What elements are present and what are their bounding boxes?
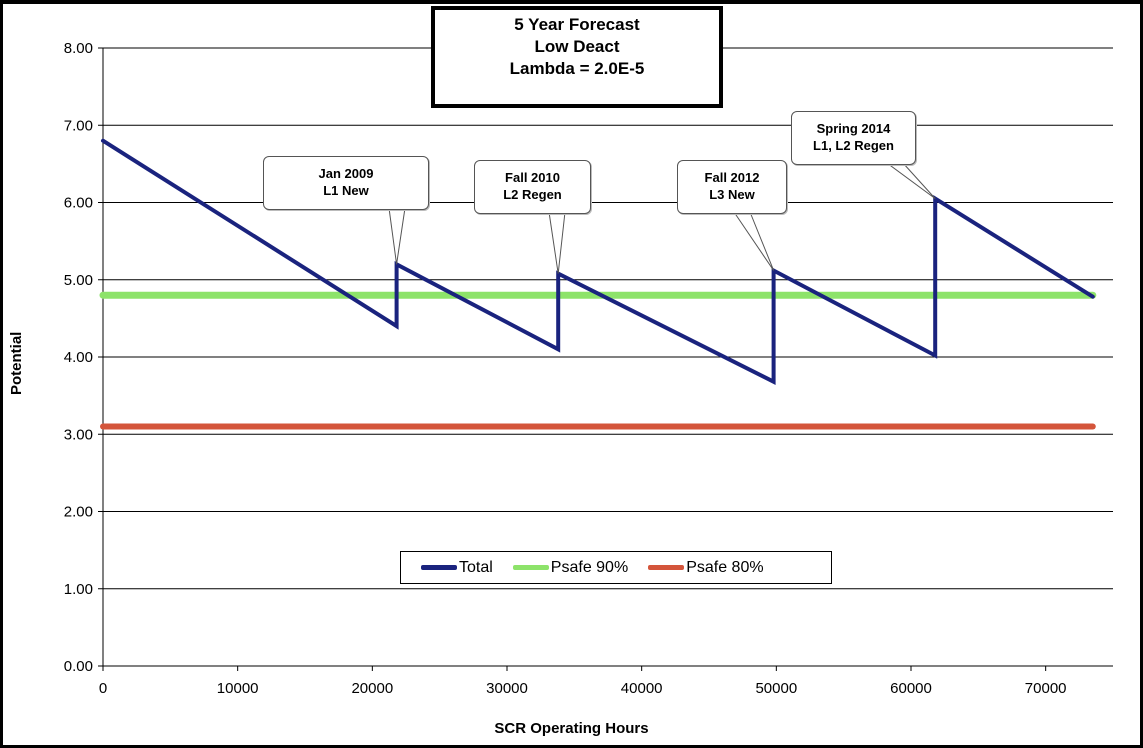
series-line-total (101, 138, 1095, 385)
callout-line: Fall 2010 (505, 170, 560, 185)
y-tick-label: 4.00 (64, 349, 93, 366)
x-tick-label: 50000 (755, 680, 797, 697)
series-lines (99, 138, 1097, 430)
callout-line: Spring 2014 (816, 121, 891, 136)
callout-pointer (886, 162, 936, 200)
legend-swatch-psafe90 (512, 565, 549, 570)
legend-swatch-psafe80 (648, 565, 685, 570)
legend-label-psafe80: Psafe 80% (686, 558, 764, 576)
callout-spring-2014: Spring 2014 L1, L2 Regen (791, 111, 916, 165)
callout-line: L3 New (709, 187, 755, 202)
x-tick-label: 70000 (1025, 680, 1067, 697)
callout-pointer (388, 207, 406, 265)
title-line-1: 5 Year Forecast (514, 15, 640, 34)
x-tick-label: 40000 (621, 680, 663, 697)
legend-label-psafe90: Psafe 90% (550, 558, 629, 576)
callout-line: L1, L2 Regen (813, 138, 894, 153)
y-tick-label: 1.00 (64, 581, 93, 598)
y-tick-label: 5.00 (64, 272, 93, 289)
x-tick-labels: 0 10000 20000 30000 40000 50000 60000 70000 (99, 680, 1067, 697)
callout-line: Jan 2009 (318, 166, 374, 181)
callout-fall-2010: Fall 2010 L2 Regen (474, 160, 591, 214)
y-tick-label: 8.00 (64, 40, 93, 57)
legend-label-total: Total (459, 558, 493, 576)
x-tick-label: 0 (99, 680, 107, 697)
callout-line: L1 New (323, 183, 369, 198)
legend: Total Psafe 90% Psafe 80% (400, 551, 832, 584)
y-tick-label: 2.00 (64, 504, 93, 521)
y-tick-labels: 0.00 1.00 2.00 3.00 4.00 5.00 6.00 7.00 8.00 (64, 40, 93, 675)
x-tick-label: 10000 (217, 680, 259, 697)
y-tick-label: 6.00 (64, 195, 93, 212)
y-tick-label: 7.00 (64, 117, 93, 134)
x-axis-label: SCR Operating Hours (494, 720, 649, 737)
legend-item-psafe90: Psafe 90% (512, 558, 629, 577)
callout-line: L2 Regen (503, 187, 562, 202)
callout-jan-2009: Jan 2009 L1 New (263, 156, 429, 210)
callout-leaders (388, 162, 936, 274)
x-tick-label: 20000 (351, 680, 393, 697)
y-tick-label: 3.00 (64, 426, 93, 443)
chart-title: 5 Year Forecast Low Deact Lambda = 2.0E-… (431, 6, 723, 108)
y-axis-label: Potential (8, 331, 25, 395)
legend-item-total: Total (421, 559, 493, 577)
callout-line: Fall 2012 (704, 170, 760, 185)
x-tick-label: 30000 (486, 680, 528, 697)
x-tick-label: 60000 (890, 680, 932, 697)
y-tick-label: 0.00 (64, 658, 93, 675)
callout-fall-2012: Fall 2012 L3 New (677, 160, 787, 214)
legend-swatch-total (421, 565, 457, 570)
title-line-3: Lambda = 2.0E-5 (509, 59, 645, 78)
callout-pointer (548, 211, 566, 274)
legend-item-psafe80: Psafe 80% (648, 558, 764, 577)
title-line-2: Low Deact (534, 37, 620, 56)
callout-pointer (733, 211, 775, 271)
